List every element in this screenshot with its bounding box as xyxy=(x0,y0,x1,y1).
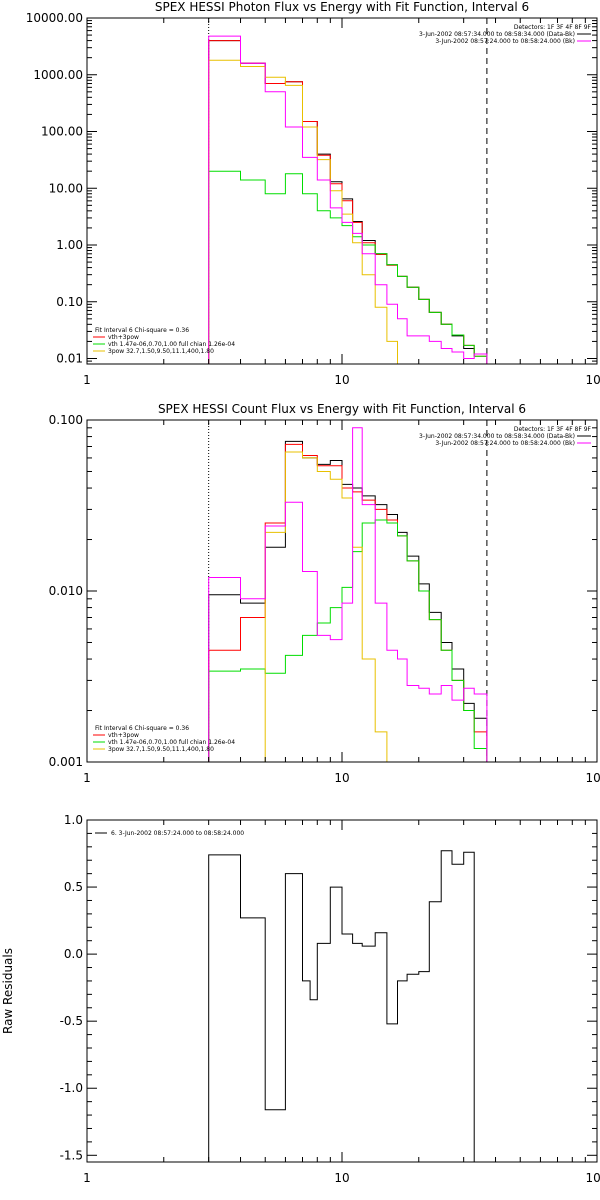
x-tick-label: 10 xyxy=(334,373,349,387)
y-tick-label: 1.00 xyxy=(56,238,83,252)
y-tick-label: 0.100 xyxy=(49,413,83,427)
y-axis-label: Raw Residuals xyxy=(1,948,15,1034)
interval-label: 3-Jun-2002 08:57:24.000 to 08:58:24.000 … xyxy=(435,440,575,447)
series-group xyxy=(208,850,475,1162)
chart-title: SPEX HESSI Photon Flux vs Energy with Fi… xyxy=(155,0,529,14)
fit-legend-label: 3pow 32.7,1.50,9.50,11.1,400,1.80 xyxy=(108,348,214,355)
y-tick-label: 10.00 xyxy=(49,181,83,195)
interval-label: 3-Jun-2002 08:57:34.000 to 08:58:34.000 … xyxy=(419,433,575,440)
y-tick-label: 0.5 xyxy=(64,880,83,894)
series-group xyxy=(208,427,488,762)
y-tick-label: 0.0 xyxy=(64,947,83,961)
y-tick-label: 0.001 xyxy=(49,755,83,769)
y-tick-label: 1.0 xyxy=(64,813,83,827)
series-line-6 xyxy=(208,850,475,1162)
chart-panel-3: 1 10 100 1.0 0.5 0.0 -0.5 -1.0 -1.5 Raw Residuals… xyxy=(1,813,600,1185)
fit-legend-label: vth+3pow xyxy=(108,732,139,739)
x-tick-label: 1 xyxy=(83,373,91,387)
y-tick-label: 1000.00 xyxy=(33,68,83,82)
fit-legend-header: Fit Interval 6 Chi-square = 0.36 xyxy=(95,725,189,732)
x-tick-label: 10 xyxy=(334,771,349,785)
x-tick-label: 100 xyxy=(586,1171,600,1185)
y-tick-label: 0.010 xyxy=(49,584,83,598)
chart-panel-1: SPEX HESSI Photon Flux vs Energy with Fi… xyxy=(26,0,600,387)
fit-legend-label: vth 1.47e-06,0.70,1.00 full chian 1.26e-… xyxy=(108,739,235,746)
plot-frame xyxy=(86,819,598,1163)
fit-legend-label: vth 1.47e-06,0.70,1.00 full chian 1.26e-… xyxy=(108,341,235,348)
series-line-bk xyxy=(208,35,488,364)
x-tick-label: 100 xyxy=(586,373,600,387)
series-line-data-bk xyxy=(208,440,488,762)
interval-label: 3-Jun-2002 08:57:24.000 to 08:58:24.000 … xyxy=(435,38,575,45)
series-line-vth-3pow xyxy=(208,443,488,762)
interval-label: 3-Jun-2002 08:57:34.000 to 08:58:34.000 … xyxy=(419,31,575,38)
series-line-vth xyxy=(208,519,488,762)
residual-legend-label: 6. 3-Jun-2002 08:57:24.000 to 08:58:24.0… xyxy=(111,830,244,837)
x-tick-label: 100 xyxy=(586,771,600,785)
series-line-bk xyxy=(208,427,488,762)
detectors-label: Detectors: 1F 3F 4F 8F 9F xyxy=(514,24,592,31)
series-line-3pow xyxy=(208,59,408,364)
y-tick-label: 10000.00 xyxy=(26,11,83,25)
fit-legend-label: 3pow 32.7,1.50,9.50,11.1,400,1.80 xyxy=(108,746,214,753)
chart-title: SPEX HESSI Count Flux vs Energy with Fit… xyxy=(158,402,526,416)
y-tick-label: -0.5 xyxy=(60,1014,83,1028)
fit-legend-header: Fit Interval 6 Chi-square = 0.36 xyxy=(95,327,189,334)
series-line-vth xyxy=(208,170,488,364)
series-group xyxy=(208,35,488,364)
fit-legend-label: vth+3pow xyxy=(108,334,139,341)
x-tick-label: 10 xyxy=(334,1171,349,1185)
x-tick-label: 1 xyxy=(83,1171,91,1185)
y-tick-label: 100.00 xyxy=(41,125,83,139)
y-tick-label: -1.0 xyxy=(60,1081,83,1095)
detectors-label: Detectors: 1F 3F 4F 8F 9F xyxy=(514,426,592,433)
series-line-3pow xyxy=(264,451,388,762)
y-tick-label: 0.10 xyxy=(56,295,83,309)
y-tick-label: 0.01 xyxy=(56,352,83,366)
chart-panel-2: SPEX HESSI Count Flux vs Energy with Fit… xyxy=(49,402,600,785)
y-tick-label: -1.5 xyxy=(60,1148,83,1162)
x-tick-label: 1 xyxy=(83,771,91,785)
